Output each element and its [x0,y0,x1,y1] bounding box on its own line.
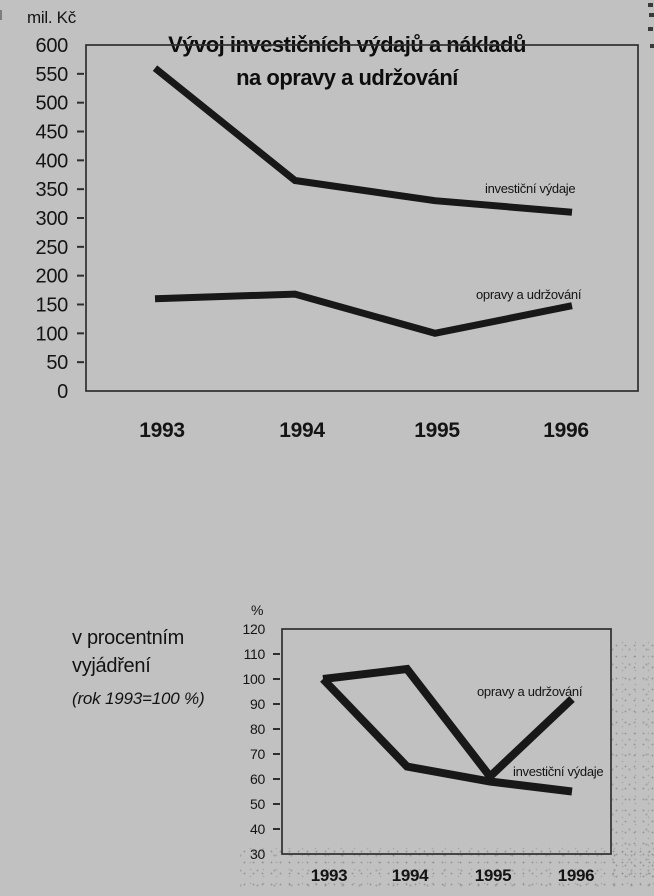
series-label: opravy a udržování [476,287,582,302]
x-tick-label: 1996 [558,866,595,885]
series-line-1 [322,664,575,783]
scan-artifact [648,27,653,31]
x-tick-label: 1993 [311,866,348,885]
y-tick-label: 150 [36,295,69,317]
y-tick-label: 40 [250,821,265,837]
y-tick-label: 50 [46,352,68,374]
y-tick-label: 90 [250,696,265,712]
x-tick-label: 1996 [543,419,589,442]
y-tick-label: 350 [36,179,69,201]
y-tick-label: 0 [57,381,68,403]
series-line-1 [152,65,573,216]
y-tick-label: 110 [244,646,266,662]
top-line-chart: 0 50 100 150 200 250 300 350 400 450 500 550 600 1993… [27,8,639,442]
y-tick-label: 50 [250,796,265,812]
x-tick-label: 1994 [279,419,325,442]
percent-chart-caption-note: (rok 1993=100 %) [72,689,205,708]
y-tick-label: 400 [36,150,69,172]
x-tick-label: 1995 [414,419,460,442]
y-tick-label: 600 [36,35,69,57]
scan-artifact [648,3,653,7]
scan-artifact [649,13,654,17]
page-title-line2: na opravy a udržování [236,65,458,90]
y-tick-label: 30 [250,846,265,862]
percent-line-chart: 30 40 50 60 70 80 90 100 110 120 1993 1994 1995 1996%… [243,602,612,885]
plot-border [85,44,639,392]
y-tick-label: 200 [36,266,69,288]
series-line-2 [154,290,573,337]
y-tick-label: 300 [36,208,69,230]
y-tick-label: 80 [250,721,265,737]
x-tick-label: 1993 [139,419,185,442]
y-tick-label: 500 [36,93,69,115]
series-label: investiční výdaje [485,181,575,196]
plot-border [281,628,612,855]
percent-chart-caption-text: v procentním vyjádření [72,627,185,677]
x-tick-label: 1995 [475,866,512,885]
y-axis-unit-label: mil. Kč [27,8,77,27]
series-label: investiční výdaje [513,764,603,779]
scan-artifact [650,44,654,48]
y-tick-label: 450 [36,122,69,144]
series-line-2 [320,676,573,796]
y-tick-label: 70 [250,746,265,762]
y-tick-label: 550 [36,64,69,86]
y-tick-label: 60 [250,771,265,787]
y-tick-label: 250 [36,237,69,259]
y-axis-unit-label: % [251,602,263,618]
y-tick-label: 120 [243,621,266,637]
y-tick-label: 100 [243,671,266,687]
x-tick-label: 1994 [392,866,429,885]
y-tick-label: 100 [36,323,69,345]
series-label: opravy a udržování [477,684,583,699]
percent-chart-caption: v procentním vyjádření (rok 1993=100 %) [72,624,222,713]
scan-artifact [0,10,2,20]
